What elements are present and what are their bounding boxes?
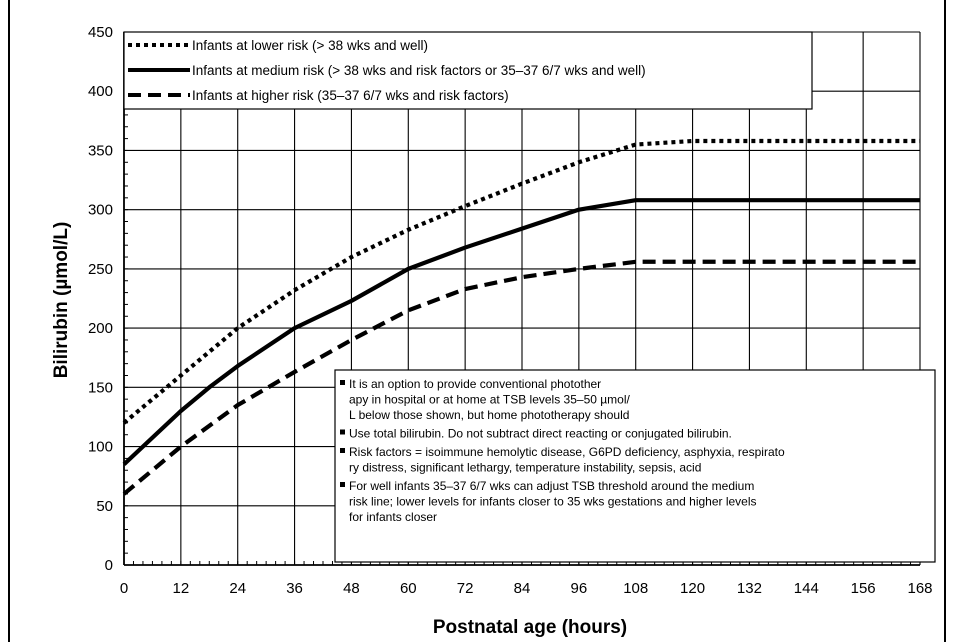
x-tick-label: 156 [851,580,876,597]
note-bullet [340,429,345,435]
x-tick-label: 0 [120,580,128,597]
y-tick-label: 250 [88,261,113,278]
x-tick-label: 12 [173,580,190,597]
y-tick-label: 450 [88,24,113,41]
note-text-line: Use total bilirubin. Do not subtract dir… [349,427,732,441]
x-tick-label: 84 [514,580,531,597]
series-higher-risk-line [122,259,920,496]
x-tick-label: 108 [623,580,648,597]
y-tick-label: 200 [88,320,113,337]
notes-box: It is an option to provide conventional … [334,369,936,563]
legend: Infants at lower risk (> 38 wks and well… [123,31,813,110]
note-text-line: Risk factors = isoimmune hemolytic disea… [349,445,785,459]
note-text-line: risk line; lower levels for infants clos… [349,495,757,509]
notes-text: It is an option to provide conventional … [340,377,785,524]
x-tick-label: 48 [343,580,360,597]
note-text-line: apy in hospital or at home at TSB levels… [349,393,631,407]
note-text-line: For well infants 35–37 6/7 wks can adjus… [349,479,754,493]
note-text-line: ry distress, significant lethargy, tempe… [349,461,701,475]
y-tick-label: 100 [88,439,113,456]
x-tick-label: 72 [457,580,474,597]
legend-label-medium-risk: Infants at medium risk (> 38 wks and ris… [192,63,646,78]
note-bullet [340,380,345,385]
x-tick-label: 96 [571,580,588,597]
y-tick-label: 400 [88,83,113,100]
figure-frame [8,0,946,642]
y-tick-label: 0 [105,557,113,574]
note-text-line: It is an option to provide conventional … [349,377,601,391]
legend-label-lower-risk: Infants at lower risk (> 38 wks and well… [192,38,428,53]
x-tick-label: 168 [907,580,932,597]
legend-box [123,31,813,110]
axes [123,32,920,566]
series-medium-risk-line [122,198,920,466]
series-layer [122,138,920,496]
y-tick-label: 50 [96,498,113,515]
y-tick-label: 300 [88,202,113,219]
x-tick-label: 24 [229,580,246,597]
x-axis-title: Postnatal age (hours) [433,617,627,638]
series-lower-risk-line [122,138,920,425]
legend-label-higher-risk: Infants at higher risk (35–37 6/7 wks an… [192,88,509,103]
x-tick-label: 144 [794,580,819,597]
note-bullet [340,482,345,487]
note-text-line: for infants closer [349,510,437,524]
notes-box-border [334,369,936,563]
y-tick-label: 150 [88,379,113,396]
x-tick-label: 36 [286,580,303,597]
x-tick-labels: 0 12 24 36 48 60 72 84 96 108 120 132 144 156 168 [120,580,933,597]
x-tick-label: 132 [737,580,762,597]
note-bullet [340,448,345,453]
y-tick-labels: 0 50 100 150 200 250 300 350 400 450 [88,24,113,574]
x-tick-label: 120 [680,580,705,597]
y-axis-title: Bilirubin (µmol/L) [51,222,72,379]
x-tick-label: 60 [400,580,417,597]
note-text-line: L below those shown, but home photothera… [349,408,629,422]
y-tick-label: 350 [88,142,113,159]
